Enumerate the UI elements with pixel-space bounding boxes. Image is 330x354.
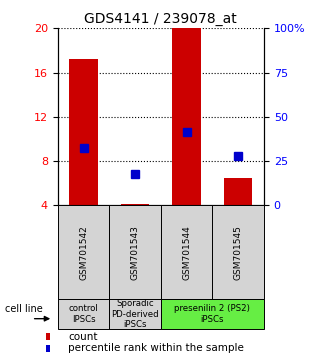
Text: percentile rank within the sample: percentile rank within the sample — [68, 343, 244, 353]
Text: control
IPSCs: control IPSCs — [69, 304, 98, 324]
Text: cell line: cell line — [5, 304, 42, 314]
Bar — [161, 299, 264, 329]
Text: Sporadic
PD-derived
iPSCs: Sporadic PD-derived iPSCs — [111, 299, 159, 329]
Bar — [224, 178, 252, 205]
Bar — [121, 204, 149, 205]
Title: GDS4141 / 239078_at: GDS4141 / 239078_at — [84, 12, 237, 26]
Text: GSM701542: GSM701542 — [79, 225, 88, 280]
Bar — [173, 28, 201, 205]
Text: GSM701544: GSM701544 — [182, 225, 191, 280]
Bar — [109, 299, 161, 329]
Text: GSM701545: GSM701545 — [234, 225, 243, 280]
Bar — [161, 205, 213, 299]
Bar — [46, 333, 50, 341]
Bar — [109, 205, 161, 299]
Bar — [69, 59, 98, 205]
Bar — [58, 299, 109, 329]
Bar — [46, 344, 50, 352]
Bar — [213, 205, 264, 299]
Text: count: count — [68, 332, 97, 342]
Bar — [58, 205, 109, 299]
Text: presenilin 2 (PS2)
iPSCs: presenilin 2 (PS2) iPSCs — [175, 304, 250, 324]
Text: GSM701543: GSM701543 — [131, 225, 140, 280]
